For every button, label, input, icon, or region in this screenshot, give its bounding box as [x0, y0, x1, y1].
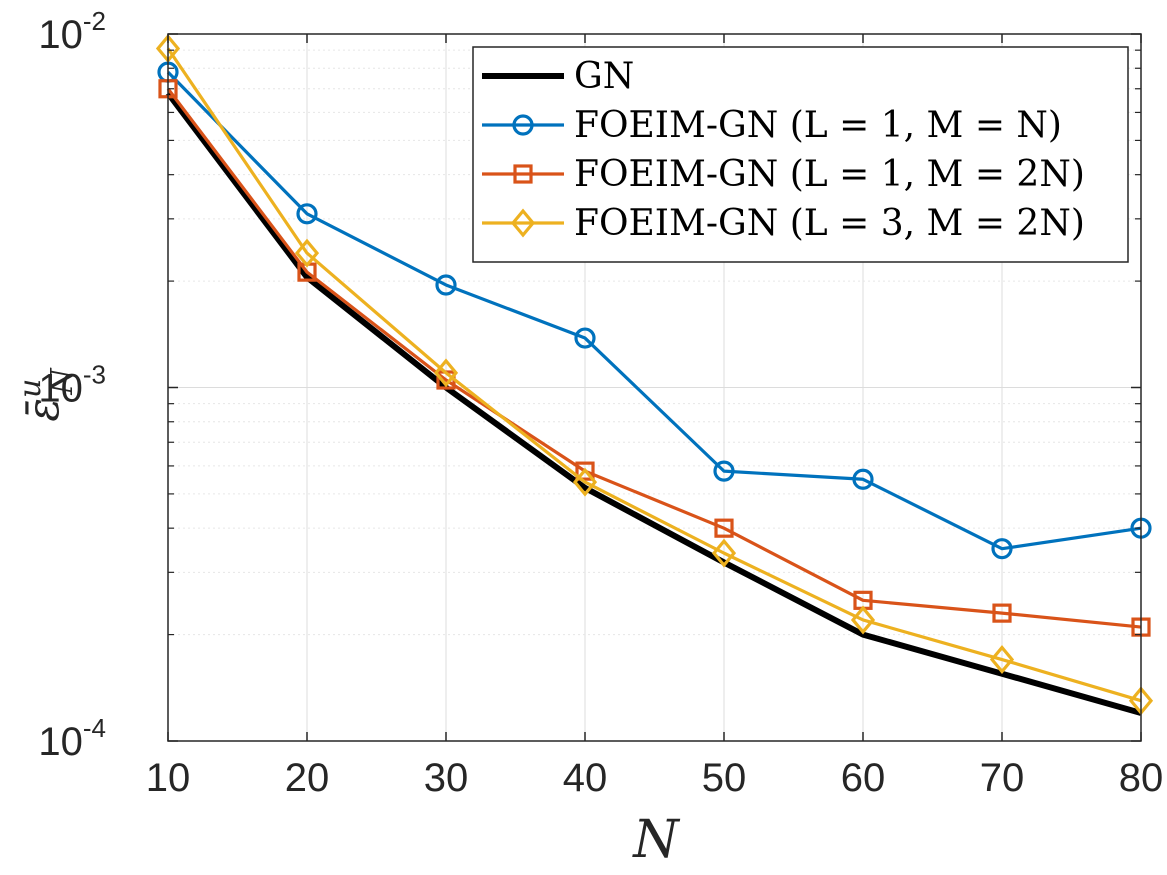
legend-label: FOEIM-GN (L = 1, M = 2N) — [574, 154, 1085, 195]
legend-item: GN — [482, 56, 634, 97]
y-axis-label-symbol: ε̄ — [18, 398, 69, 422]
x-tick-label: 60 — [841, 756, 886, 800]
legend-item: FOEIM-GN (L = 3, M = 2N) — [482, 203, 1085, 244]
series-none-0 — [165, 91, 1142, 716]
y-tick-label: 10-4 — [38, 713, 106, 764]
legend-item: FOEIM-GN (L = 1, M = N) — [482, 105, 1062, 146]
data-point-circle — [435, 274, 457, 296]
series-line — [166, 71, 1142, 551]
legend-label: FOEIM-GN (L = 1, M = N) — [574, 105, 1062, 146]
y-tick-label-exponent: -3 — [83, 360, 106, 390]
series-line — [166, 47, 1142, 703]
y-axis-label: ε̄uN — [13, 367, 80, 422]
data-point-circle — [852, 468, 874, 490]
series-line — [165, 91, 1142, 716]
data-point-square — [575, 461, 595, 481]
x-tick-label: 50 — [702, 756, 747, 800]
data-point-circle — [991, 538, 1013, 560]
series-line — [166, 87, 1142, 629]
svg-text:ε̄uN: ε̄uN — [13, 367, 80, 422]
data-point-square — [714, 518, 734, 538]
data-point-diamond — [510, 208, 536, 238]
legend-label: FOEIM-GN (L = 3, M = 2N) — [574, 203, 1085, 244]
data-point-circle — [296, 203, 318, 225]
y-tick-label-base: 10 — [38, 367, 83, 411]
x-tick-labels: 10 20 30 40 50 60 70 80 — [146, 756, 1164, 800]
y-tick-label: 10-2 — [38, 6, 106, 57]
data-point-circle — [512, 114, 534, 136]
series-layer — [155, 33, 1154, 716]
legend-label: GN — [574, 56, 634, 97]
data-point-diamond — [572, 467, 598, 497]
x-axis-label: N — [631, 810, 680, 870]
x-tick-label: 70 — [980, 756, 1025, 800]
data-point-diamond — [711, 538, 737, 568]
data-point-square — [992, 603, 1012, 623]
axis-ticks — [167, 33, 1142, 742]
x-tick-label: 80 — [1119, 756, 1164, 800]
y-tick-label-base: 10 — [38, 13, 83, 57]
data-point-square — [513, 164, 533, 184]
data-point-diamond — [989, 645, 1015, 675]
y-tick-label-exponent: -2 — [83, 6, 106, 36]
legend: GN FOEIM-GN (L = 1, M = N) FOEIM-GN (L = 1… — [472, 46, 1129, 263]
legend-item: FOEIM-GN (L = 1, M = 2N) — [482, 154, 1085, 195]
y-tick-label-base: 10 — [38, 720, 83, 764]
x-tick-label: 40 — [563, 756, 608, 800]
x-tick-label: 20 — [285, 756, 330, 800]
y-tick-label: 10-3 — [38, 360, 106, 411]
legend-box — [472, 46, 1129, 263]
data-point-diamond — [850, 605, 876, 635]
x-tick-label: 10 — [146, 756, 191, 800]
data-point-diamond — [294, 238, 320, 268]
data-point-diamond — [433, 358, 459, 388]
y-axis-label-superscript: u — [13, 379, 48, 398]
y-axis-label-subscript: N — [45, 367, 80, 396]
x-tick-label: 30 — [424, 756, 469, 800]
y-tick-label-exponent: -4 — [83, 713, 106, 743]
data-point-circle — [574, 327, 596, 349]
data-point-circle — [713, 460, 735, 482]
y-tick-labels: 10-210-310-4 — [38, 6, 106, 764]
